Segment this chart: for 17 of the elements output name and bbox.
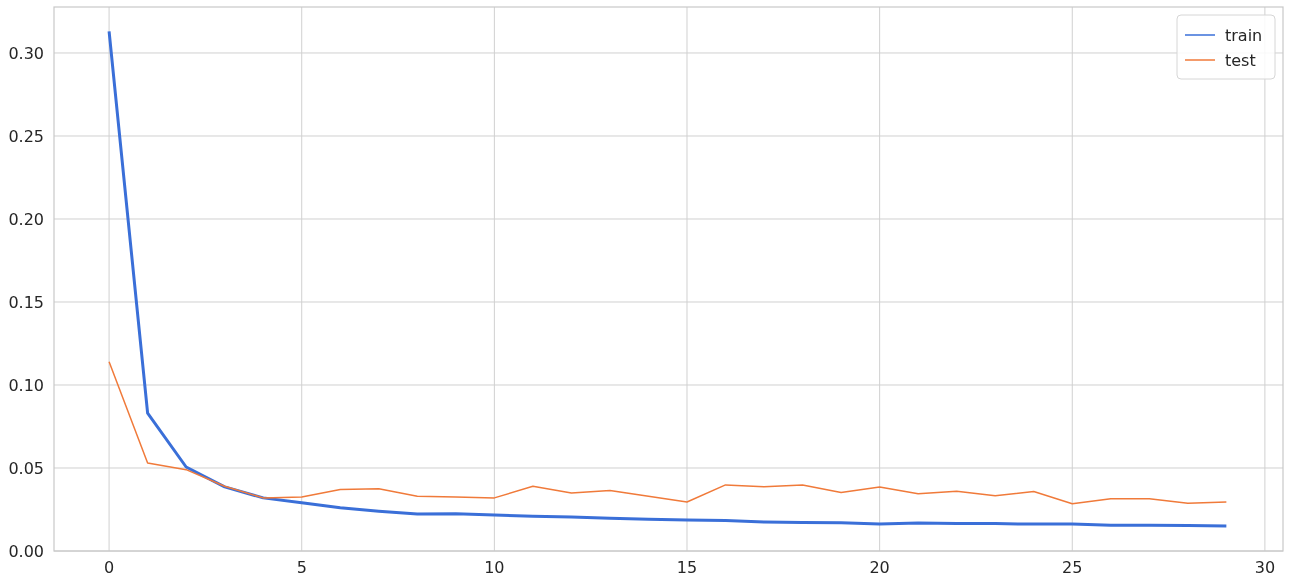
y-tick-label: 0.05 bbox=[8, 459, 44, 478]
x-tick-label: 20 bbox=[869, 558, 890, 577]
legend-label: test bbox=[1225, 51, 1256, 70]
y-tick-label: 0.15 bbox=[8, 292, 44, 312]
x-tick-label: 15 bbox=[676, 558, 698, 577]
x-tick-label: 5 bbox=[296, 558, 307, 577]
x-tick-label: 10 bbox=[484, 558, 505, 577]
y-tick-label: 0.00 bbox=[8, 542, 44, 561]
y-tick-label: 0.25 bbox=[8, 126, 44, 146]
y-tick-label: 0.30 bbox=[8, 43, 44, 63]
legend-label: train bbox=[1225, 26, 1263, 45]
line-series bbox=[108, 361, 1228, 505]
x-tick-label: 30 bbox=[1254, 558, 1276, 577]
y-tick-label: 0.10 bbox=[8, 375, 44, 395]
x-tick-label: 0 bbox=[104, 558, 115, 577]
x-tick-label: 25 bbox=[1062, 558, 1083, 577]
y-tick-label: 0.20 bbox=[8, 209, 44, 229]
